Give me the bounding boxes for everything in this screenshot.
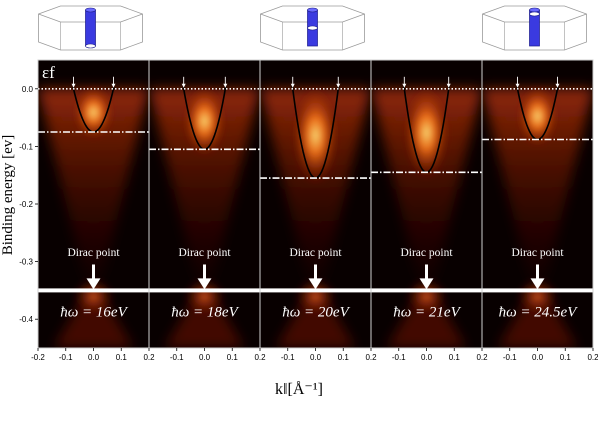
y-tick-label: -0.2 <box>19 200 33 209</box>
x-axis-label: k‖[Å⁻¹] <box>275 380 323 398</box>
cut-plane-icon <box>529 11 540 17</box>
band-intensity <box>516 84 559 148</box>
photon-energy-label: ħω = 24.5eV <box>499 304 579 320</box>
cone-intensity <box>38 88 149 291</box>
cone-intensity <box>371 88 482 291</box>
dirac-point-label: Dirac point <box>511 247 564 259</box>
x-tick-label: 0.1 <box>338 353 350 362</box>
band-intensity <box>291 84 340 187</box>
x-tick-label: -0.1 <box>392 353 406 362</box>
dirac-separator <box>38 288 149 293</box>
dirac-point-label: Dirac point <box>400 247 453 259</box>
x-tick-label: 0.1 <box>116 353 128 362</box>
cut-plane-icon <box>307 25 318 31</box>
photon-energy-label: ħω = 18eV <box>171 304 239 320</box>
hexagonal-prism-icon <box>260 5 365 51</box>
lower-cone-intensity <box>53 290 134 348</box>
x-tick-label: 0.2 <box>143 353 155 362</box>
x-tick-label: 0.1 <box>227 353 239 362</box>
cylinder-icon <box>85 9 96 47</box>
x-tick-label: 0.1 <box>560 353 572 362</box>
x-tick-label: 0.2 <box>254 353 266 362</box>
band-intensity <box>72 84 115 140</box>
dirac-separator <box>371 288 482 293</box>
dirac-point-intensity <box>293 276 338 317</box>
axes: 0.0 -0.1 -0.2 -0.3 -0.4 -0.2 -0.1 0.0 0.1 0.2 -0.1… <box>19 85 598 362</box>
hexagonal-prism-icon <box>38 5 143 51</box>
y-axis-label: Binding energy [ev] <box>0 135 16 256</box>
lower-cone-intensity <box>497 290 578 348</box>
dirac-point-label: Dirac point <box>178 247 231 259</box>
photon-energy-label: ħω = 20eV <box>282 304 350 320</box>
cone-intensity <box>149 88 260 291</box>
x-tick-label: 0.2 <box>476 353 488 362</box>
arpes-panel: Dirac point ħω = 20eV <box>259 59 372 349</box>
x-tick-label: 0.0 <box>532 353 544 362</box>
dirac-separator <box>149 288 260 293</box>
x-tick-label: -0.1 <box>281 353 295 362</box>
x-tick-label: 0.0 <box>199 353 211 362</box>
x-tick-label: -0.1 <box>170 353 184 362</box>
x-tick-label: 0.0 <box>88 353 100 362</box>
x-tick-label: -0.2 <box>31 353 45 362</box>
x-tick-label: 0.1 <box>449 353 461 362</box>
arpes-panel: Dirac point ħω = 21eV <box>370 59 483 349</box>
arpes-panel: Dirac point ħω = 16eV <box>37 59 150 349</box>
x-tick-label: 0.2 <box>365 353 377 362</box>
photon-energy-label: ħω = 21eV <box>393 304 461 320</box>
y-tick-label: 0.0 <box>22 85 34 94</box>
x-tick-label: 0.0 <box>421 353 433 362</box>
dirac-point-label: Dirac point <box>67 247 120 259</box>
y-tick-label: -0.1 <box>19 142 33 151</box>
dirac-point-intensity <box>515 276 560 317</box>
x-tick-label: 0.2 <box>587 353 598 362</box>
cut-plane-icon <box>85 43 96 49</box>
photon-energy-label: ħω = 16eV <box>60 304 128 320</box>
arpes-panels: Dirac point ħω = 16eV Dirac point ħω = 18eV… <box>37 59 594 349</box>
lower-cone-intensity <box>164 290 245 348</box>
dirac-point-intensity <box>404 276 449 317</box>
arpes-panel: Dirac point ħω = 18eV <box>148 59 261 349</box>
dirac-separator <box>482 288 593 293</box>
band-intensity <box>403 84 450 181</box>
dirac-point-intensity <box>71 276 116 317</box>
cone-intensity <box>260 88 371 291</box>
y-tick-label: -0.3 <box>19 258 33 267</box>
dirac-separator <box>260 288 371 293</box>
y-tick-label: -0.4 <box>19 315 33 324</box>
lower-cone-intensity <box>275 290 356 348</box>
arpes-panel: Dirac point ħω = 24.5eV <box>481 59 594 349</box>
crystal-sample-icons <box>38 5 587 51</box>
x-tick-label: -0.1 <box>59 353 73 362</box>
x-tick-label: -0.1 <box>503 353 517 362</box>
band-intensity <box>182 84 227 158</box>
x-tick-label: 0.0 <box>310 353 322 362</box>
dirac-point-intensity <box>182 276 227 317</box>
hexagonal-prism-icon <box>482 5 587 51</box>
fermi-level-label: εf <box>42 63 55 82</box>
dirac-point-label: Dirac point <box>289 247 342 259</box>
lower-cone-intensity <box>386 290 467 348</box>
